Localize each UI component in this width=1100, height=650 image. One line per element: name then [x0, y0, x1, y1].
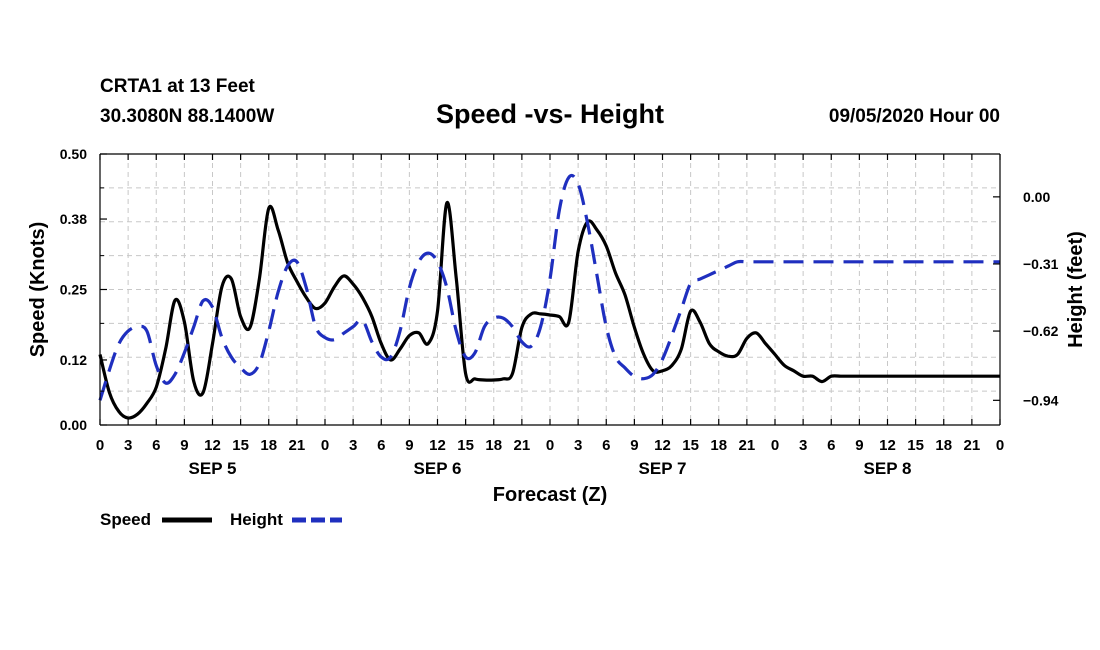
- forecast-datetime: 09/05/2020 Hour 00: [828, 106, 1000, 127]
- y-axis-title-left: Speed (Knots): [27, 222, 49, 358]
- x-tick-label: 3: [799, 437, 807, 454]
- y-tick-label-left: 0.12: [60, 352, 87, 368]
- y-axis-title-right: Height (feet): [1065, 231, 1087, 348]
- x-tick-label: 12: [879, 437, 896, 454]
- x-tick-label: 9: [405, 437, 413, 454]
- x-tick-label: 6: [602, 437, 610, 454]
- grid-lines: [100, 154, 1000, 425]
- legend: Speed Height: [100, 510, 342, 529]
- y-tick-label-right: 0.00: [1023, 189, 1050, 205]
- y-tick-label-left: 0.50: [60, 146, 87, 162]
- x-tick-label: 15: [232, 437, 249, 454]
- station-label: CRTA1 at 13 Feet: [100, 76, 255, 97]
- x-tick-label: 0: [96, 437, 104, 454]
- x-tick-label: 12: [204, 437, 221, 454]
- y-tick-label-right: −0.31: [1023, 256, 1059, 272]
- x-tick-label: 3: [124, 437, 132, 454]
- x-tick-label: 18: [485, 437, 502, 454]
- x-tick-label: 15: [682, 437, 699, 454]
- day-label: SEP 7: [639, 459, 687, 478]
- y-tick-label-left: 0.25: [60, 282, 87, 298]
- x-tick-label: 15: [907, 437, 924, 454]
- y-tick-label-right: −0.62: [1023, 323, 1059, 339]
- y-tick-label-right: −0.94: [1023, 392, 1059, 408]
- x-tick-label: 21: [289, 437, 306, 454]
- x-tick-label: 21: [514, 437, 531, 454]
- series-lines: [98, 173, 1000, 420]
- x-tick-label: 6: [377, 437, 385, 454]
- chart-title: Speed -vs- Height: [435, 99, 665, 129]
- y-tick-label-left: 0.00: [60, 417, 87, 433]
- y-tick-label-left: 0.38: [60, 211, 87, 227]
- legend-height-label: Height: [230, 510, 283, 529]
- x-tick-label: 3: [574, 437, 582, 454]
- day-label: SEP 6: [414, 459, 462, 478]
- axis-labels: 0 3 6 9 12 15 18 21 0 3 6 9 12 15 18 21 0 3 6 9 12 15 18 21 0 3 6 9…: [27, 146, 1087, 506]
- x-axis-title: Forecast (Z): [493, 484, 607, 506]
- day-label: SEP 8: [864, 459, 912, 478]
- x-tick-label: 6: [827, 437, 835, 454]
- x-tick-label: 0: [996, 437, 1004, 454]
- x-tick-label: 6: [152, 437, 160, 454]
- x-tick-label: 9: [630, 437, 638, 454]
- speed-series-line: [98, 201, 1000, 420]
- x-tick-label: 18: [935, 437, 952, 454]
- x-tick-label: 18: [710, 437, 727, 454]
- x-tick-label: 12: [654, 437, 671, 454]
- axes: [99, 153, 1001, 426]
- x-tick-label: 18: [260, 437, 277, 454]
- x-tick-label: 12: [429, 437, 446, 454]
- x-tick-label: 9: [855, 437, 863, 454]
- legend-speed-label: Speed: [100, 510, 151, 529]
- height-series-line: [98, 173, 1000, 401]
- x-tick-label: 9: [180, 437, 188, 454]
- x-tick-label: 0: [546, 437, 554, 454]
- x-tick-label: 3: [349, 437, 357, 454]
- x-tick-label: 21: [739, 437, 756, 454]
- x-tick-label: 0: [771, 437, 779, 454]
- x-tick-label: 21: [964, 437, 981, 454]
- day-label: SEP 5: [189, 459, 237, 478]
- x-tick-label: 0: [321, 437, 329, 454]
- coordinates-label: 30.3080N 88.1400W: [100, 106, 275, 127]
- x-tick-label: 15: [457, 437, 474, 454]
